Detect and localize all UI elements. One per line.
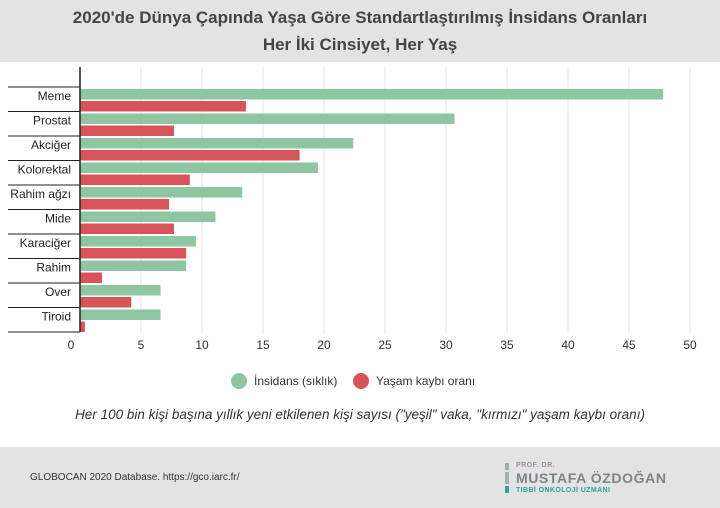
legend-swatch-mortality <box>353 373 369 389</box>
category-label: Tiroid <box>41 310 71 324</box>
category-label: Akciğer <box>31 138 71 152</box>
logo-mark <box>505 463 509 493</box>
x-tick-label: 40 <box>561 338 575 352</box>
incidence-bar-6 <box>80 236 196 247</box>
author-logo: PROF. DR. MUSTAFA ÖZDOĞAN TIBBİ ONKOLOJİ… <box>505 461 705 501</box>
category-labels: Meme Prostat Akciğer Kolorektal Rahim ağzı Mi… <box>10 89 71 324</box>
mortality-bar-6 <box>80 248 187 259</box>
legend-item-mortality: Yaşam kaybı oranı <box>353 373 475 389</box>
mortality-bar-9 <box>80 321 85 332</box>
category-label: Over <box>45 285 71 299</box>
logo-title: PROF. DR. <box>516 462 556 469</box>
header: 2020'de Dünya Çapında Yaşa Göre Standart… <box>0 0 720 62</box>
mortality-bar-8 <box>80 297 132 308</box>
incidence-bar-2 <box>80 138 354 149</box>
category-label: Rahim ağzı <box>10 187 71 201</box>
incidence-bar-0 <box>80 89 664 100</box>
mortality-bar-2 <box>80 150 300 161</box>
incidence-bar-9 <box>80 309 161 320</box>
x-tick-labels: 0 5 10 15 20 25 30 35 40 45 50 <box>68 338 697 352</box>
x-tick-label: 20 <box>317 338 331 352</box>
category-label: Meme <box>38 89 72 103</box>
x-tick-label: 15 <box>256 338 270 352</box>
incidence-bar-5 <box>80 211 216 222</box>
source-text: GLOBOCAN 2020 Database. https://gco.iarc… <box>30 472 240 483</box>
x-tick-label: 0 <box>68 338 75 352</box>
legend-label-mortality: Yaşam kaybı oranı <box>376 374 476 388</box>
chart-note: Her 100 bin kişi başına yıllık yeni etki… <box>75 407 645 422</box>
incidence-bar-1 <box>80 113 455 124</box>
category-label: Kolorektal <box>18 163 71 177</box>
legend-item-incidence: İnsidans (sıklık) <box>231 373 337 389</box>
footer: GLOBOCAN 2020 Database. https://gco.iarc… <box>0 447 720 508</box>
x-tick-label: 30 <box>439 338 453 352</box>
x-tick-label: 45 <box>622 338 636 352</box>
mortality-bar-1 <box>80 125 174 136</box>
x-tick-label: 25 <box>378 338 392 352</box>
mortality-bar-0 <box>80 101 246 112</box>
category-label: Prostat <box>33 114 72 128</box>
legend: İnsidans (sıklık) Yaşam kaybı oranı <box>0 373 720 397</box>
logo-name: MUSTAFA ÖZDOĞAN <box>516 470 667 486</box>
logo-specialty: TIBBİ ONKOLOJİ UZMANI <box>516 487 611 494</box>
chart-title: 2020'de Dünya Çapında Yaşa Göre Standart… <box>72 8 648 27</box>
x-tick-label: 50 <box>683 338 697 352</box>
category-label: Karaciğer <box>20 236 71 250</box>
category-label: Mide <box>45 212 71 226</box>
bar-chart: Meme Prostat Akciğer Kolorektal Rahim ağzı Mi… <box>8 67 697 352</box>
chart-subtitle: Her İki Cinsiyet, Her Yaş <box>262 35 458 54</box>
x-tick-label: 35 <box>500 338 514 352</box>
mortality-bar-5 <box>80 223 174 234</box>
x-tick-label: 5 <box>138 338 145 352</box>
incidence-bar-7 <box>80 260 187 271</box>
legend-swatch-incidence <box>231 373 247 389</box>
mortality-bar-3 <box>80 174 190 185</box>
incidence-bar-4 <box>80 187 243 198</box>
category-separators <box>8 86 80 333</box>
mortality-bar-7 <box>80 272 102 283</box>
mortality-bar-4 <box>80 199 170 210</box>
x-tick-label: 10 <box>195 338 209 352</box>
legend-label-incidence: İnsidans (sıklık) <box>254 374 338 388</box>
incidence-bar-3 <box>80 162 318 173</box>
category-label: Rahim <box>36 261 71 275</box>
bars <box>80 89 664 332</box>
incidence-bar-8 <box>80 285 161 296</box>
